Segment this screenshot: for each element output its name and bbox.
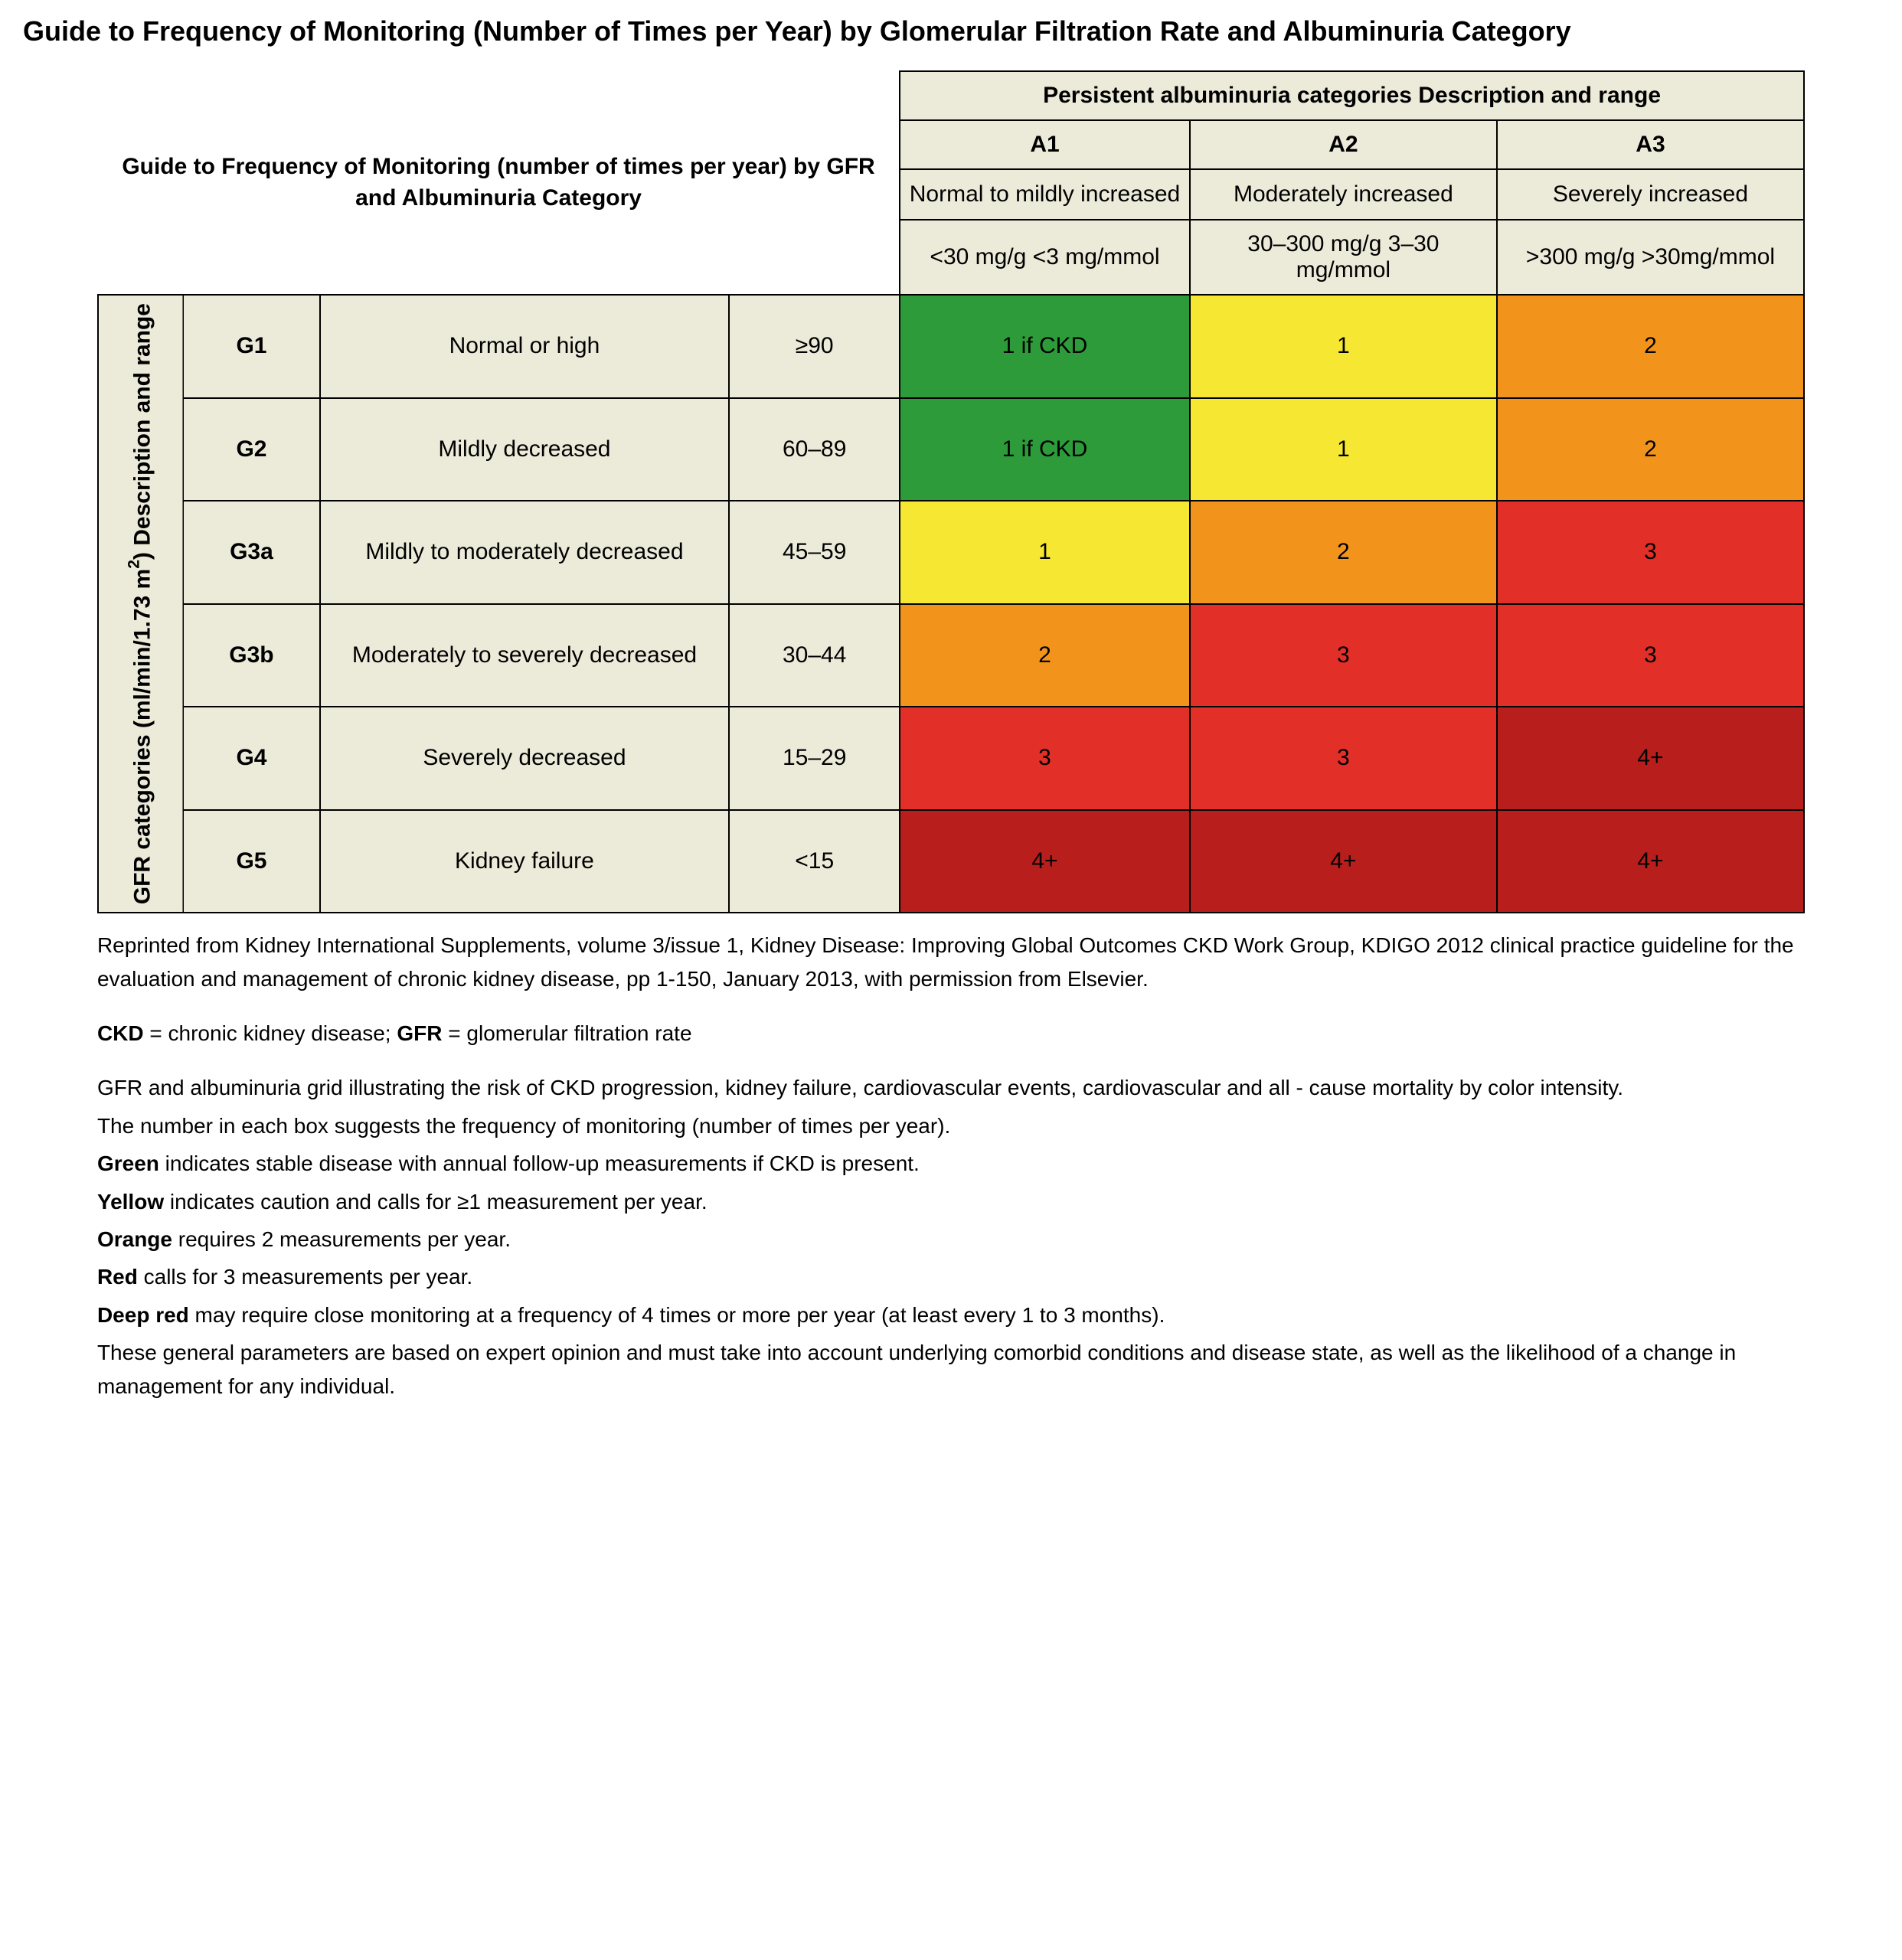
row-range: 45–59: [729, 501, 900, 604]
table-row: G4Severely decreased15–29334+: [98, 707, 1804, 810]
abbr-ckd-text: = chronic kidney disease;: [144, 1021, 397, 1045]
col-range-A2: 30–300 mg/g 3–30 mg/mmol: [1190, 220, 1497, 295]
col-code-A1: A1: [900, 120, 1190, 169]
legend-text: calls for 3 measurements per year.: [138, 1265, 472, 1289]
legend-text: indicates stable disease with annual fol…: [159, 1152, 920, 1175]
col-code-A2: A2: [1190, 120, 1497, 169]
risk-cell: 2: [900, 604, 1190, 707]
page-title: Guide to Frequency of Monitoring (Number…: [23, 15, 1879, 47]
risk-cell: 2: [1497, 398, 1804, 501]
risk-cell: 1 if CKD: [900, 398, 1190, 501]
table-row: G2Mildly decreased60–891 if CKD12: [98, 398, 1804, 501]
footer-block: Reprinted from Kidney International Supp…: [97, 929, 1805, 1403]
row-range: ≥90: [729, 295, 900, 398]
legend-text: indicates caution and calls for ≥1 measu…: [164, 1190, 708, 1214]
risk-cell: 2: [1497, 295, 1804, 398]
col-group-header: Persistent albuminuria categories Descri…: [900, 71, 1804, 120]
row-range: 15–29: [729, 707, 900, 810]
row-desc: Kidney failure: [320, 810, 730, 913]
row-code: G3a: [183, 501, 319, 604]
legend-label: Yellow: [97, 1190, 164, 1214]
row-code: G1: [183, 295, 319, 398]
legend-line: Yellow indicates caution and calls for ≥…: [97, 1185, 1805, 1218]
risk-cell: 1 if CKD: [900, 295, 1190, 398]
row-desc: Mildly decreased: [320, 398, 730, 501]
table-row: GFR categories (ml/min/1.73 m2) Descript…: [98, 295, 1804, 398]
legend-label: Orange: [97, 1227, 172, 1251]
risk-cell: 1: [1190, 295, 1497, 398]
footer-closing: These general parameters are based on ex…: [97, 1336, 1805, 1403]
risk-cell: 3: [1190, 604, 1497, 707]
row-code: G2: [183, 398, 319, 501]
risk-cell: 4+: [1497, 810, 1804, 913]
risk-cell: 3: [1190, 707, 1497, 810]
footer-para1: GFR and albuminuria grid illustrating th…: [97, 1071, 1805, 1104]
legend-line: Orange requires 2 measurements per year.: [97, 1223, 1805, 1256]
table-row: G3aMildly to moderately decreased45–5912…: [98, 501, 1804, 604]
col-desc-A3: Severely increased: [1497, 169, 1804, 220]
legend-label: Red: [97, 1265, 138, 1289]
col-code-A3: A3: [1497, 120, 1804, 169]
row-desc: Moderately to severely decreased: [320, 604, 730, 707]
footer-reprint: Reprinted from Kidney International Supp…: [97, 929, 1805, 995]
row-range: 60–89: [729, 398, 900, 501]
abbr-gfr-text: = glomerular filtration rate: [442, 1021, 691, 1045]
inner-title: Guide to Frequency of Monitoring (number…: [98, 71, 900, 295]
legend-line: Green indicates stable disease with annu…: [97, 1147, 1805, 1180]
risk-cell: 1: [1190, 398, 1497, 501]
risk-cell: 4+: [900, 810, 1190, 913]
legend-line: Deep red may require close monitoring at…: [97, 1298, 1805, 1331]
table-row: G5Kidney failure<154+4+4+: [98, 810, 1804, 913]
row-desc: Normal or high: [320, 295, 730, 398]
abbr-gfr-label: GFR: [397, 1021, 442, 1045]
legend-label: Deep red: [97, 1303, 189, 1327]
risk-cell: 1: [900, 501, 1190, 604]
row-code: G5: [183, 810, 319, 913]
legend-text: requires 2 measurements per year.: [172, 1227, 511, 1251]
legend-line: Red calls for 3 measurements per year.: [97, 1260, 1805, 1293]
footer-para2: The number in each box suggests the freq…: [97, 1109, 1805, 1142]
risk-cell: 4+: [1190, 810, 1497, 913]
row-code: G3b: [183, 604, 319, 707]
risk-cell: 2: [1190, 501, 1497, 604]
legend-label: Green: [97, 1152, 159, 1175]
col-desc-A2: Moderately increased: [1190, 169, 1497, 220]
row-group-header: GFR categories (ml/min/1.73 m2) Descript…: [98, 295, 183, 913]
monitoring-grid: Guide to Frequency of Monitoring (number…: [97, 70, 1805, 913]
col-range-A3: >300 mg/g >30mg/mmol: [1497, 220, 1804, 295]
risk-cell: 3: [900, 707, 1190, 810]
risk-cell: 4+: [1497, 707, 1804, 810]
row-desc: Mildly to moderately decreased: [320, 501, 730, 604]
risk-cell: 3: [1497, 501, 1804, 604]
legend-text: may require close monitoring at a freque…: [189, 1303, 1165, 1327]
row-code: G4: [183, 707, 319, 810]
row-range: 30–44: [729, 604, 900, 707]
row-desc: Severely decreased: [320, 707, 730, 810]
col-desc-A1: Normal to mildly increased: [900, 169, 1190, 220]
risk-cell: 3: [1497, 604, 1804, 707]
row-range: <15: [729, 810, 900, 913]
abbr-ckd-label: CKD: [97, 1021, 144, 1045]
table-row: G3bModerately to severely decreased30–44…: [98, 604, 1804, 707]
col-range-A1: <30 mg/g <3 mg/mmol: [900, 220, 1190, 295]
